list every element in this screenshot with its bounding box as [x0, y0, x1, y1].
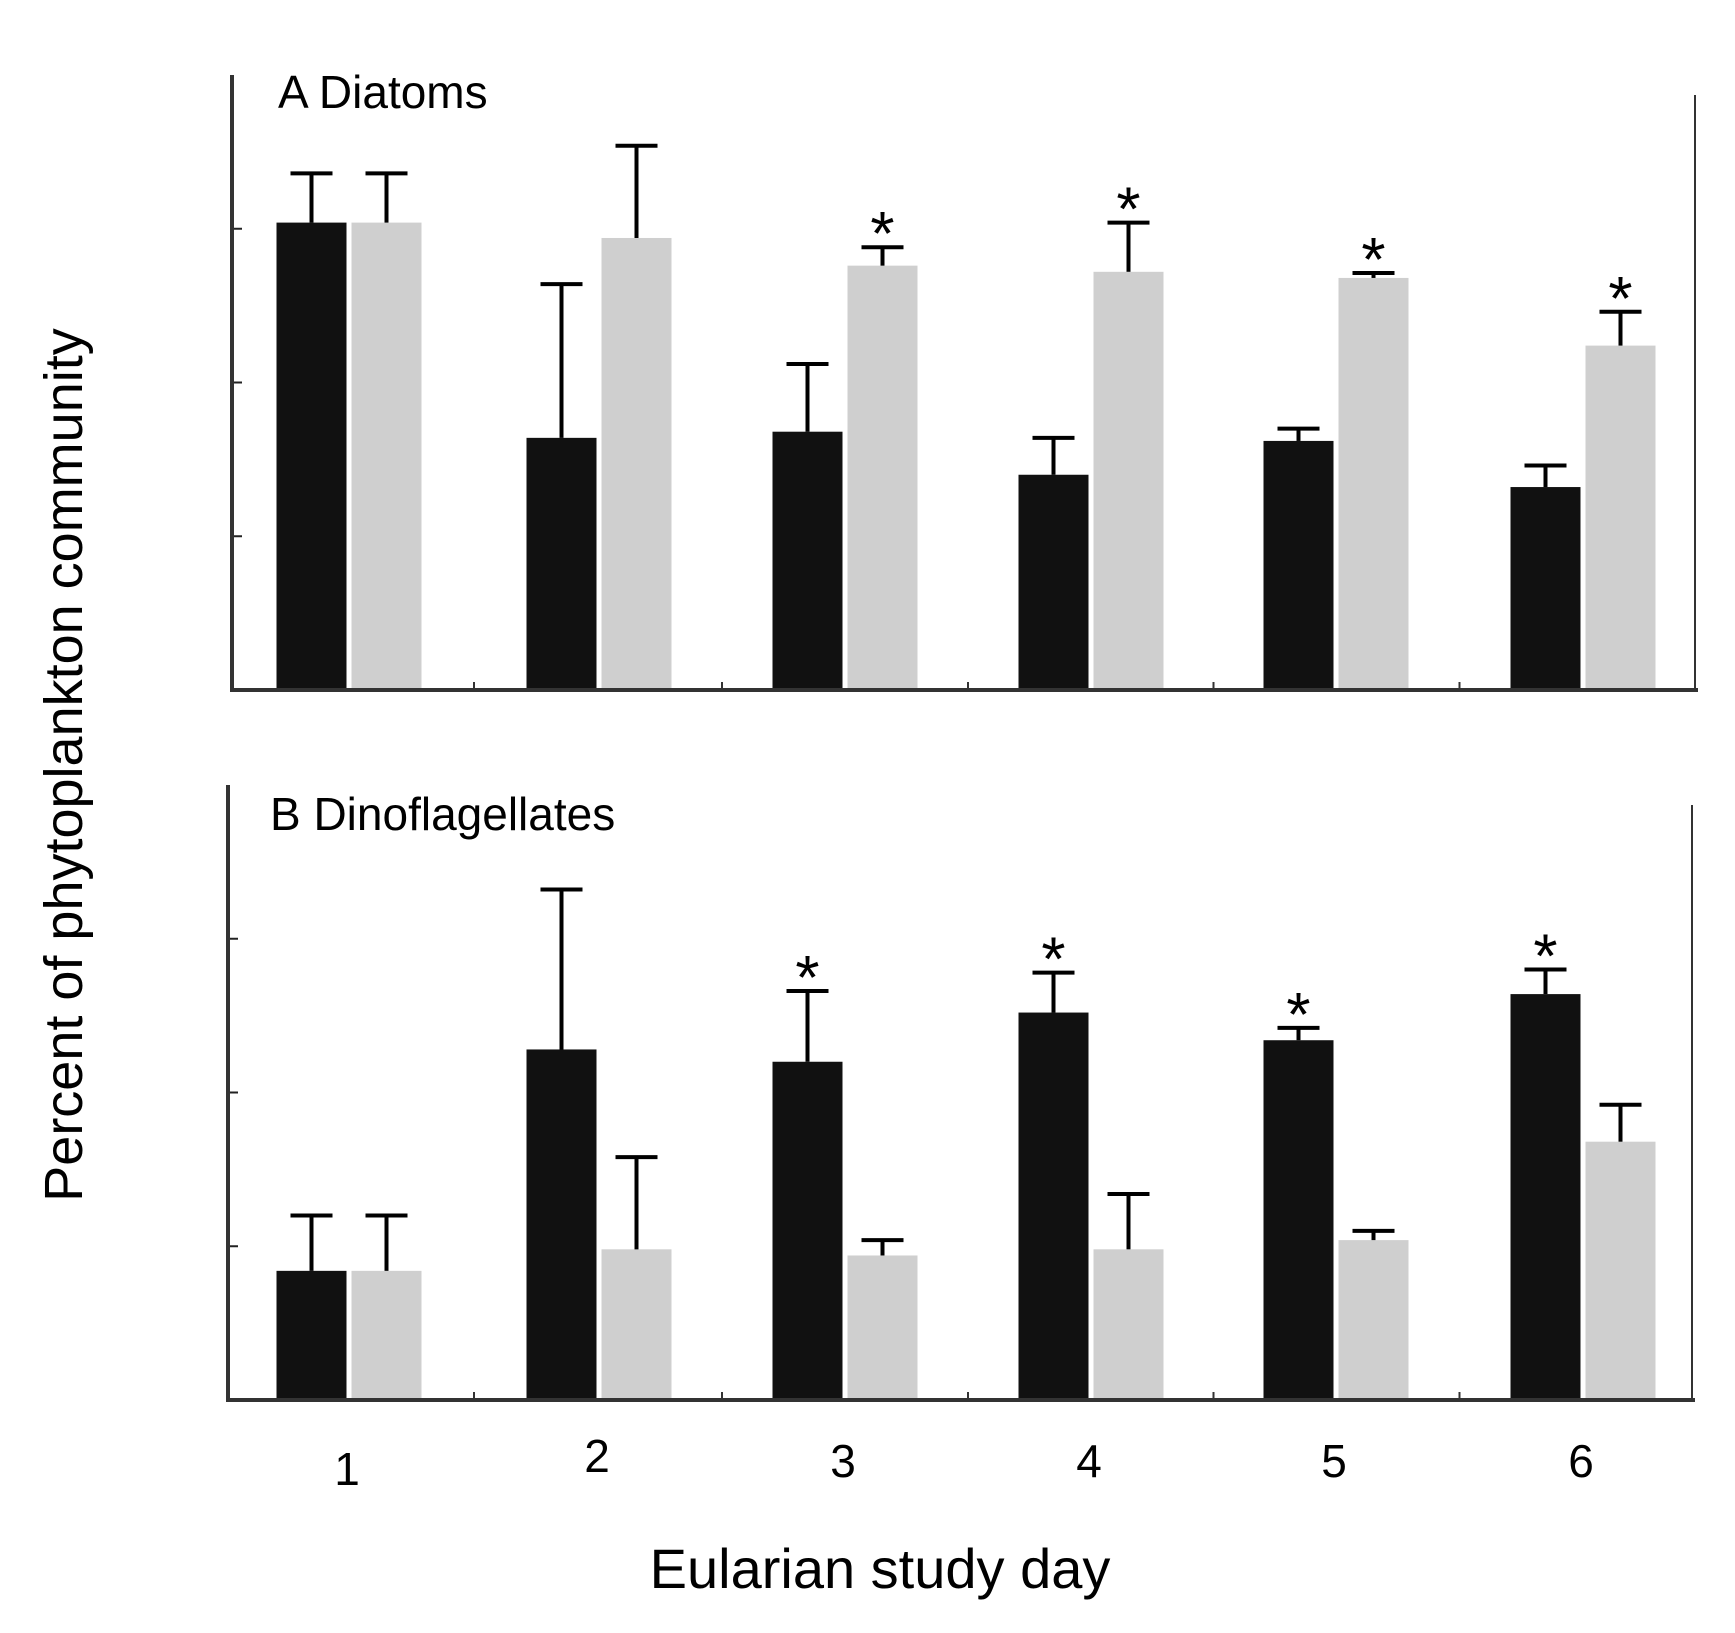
bar-light	[601, 1249, 672, 1400]
bar-dark	[1018, 474, 1089, 690]
bar-light	[1338, 1240, 1409, 1400]
bar-light	[847, 1255, 918, 1400]
bar-dark	[1510, 487, 1581, 690]
bar-dark	[526, 1049, 597, 1400]
bar-dark	[526, 437, 597, 690]
panel-title: A Diatoms	[278, 66, 488, 118]
bar-light	[1585, 1141, 1656, 1400]
significance-marker: *	[1286, 981, 1310, 1050]
bar-light	[351, 222, 422, 690]
bar-dark	[276, 1270, 347, 1400]
significance-marker: *	[1116, 176, 1140, 245]
significance-marker: *	[795, 944, 819, 1013]
significance-marker: *	[1361, 226, 1385, 295]
bar-dark	[276, 222, 347, 690]
bar-dark	[1263, 1040, 1334, 1400]
bar-dark	[1263, 440, 1334, 690]
bar-dark	[772, 1061, 843, 1400]
bar-light	[1093, 1249, 1164, 1400]
significance-marker: *	[1533, 923, 1557, 992]
panel-b: B Dinoflagellates * * * *	[226, 785, 1695, 1402]
x-tick-label: 2	[584, 1430, 610, 1482]
significance-marker: *	[870, 200, 894, 269]
x-tick-label: 5	[1321, 1435, 1347, 1487]
bar-dark	[772, 431, 843, 690]
x-axis-label: Eularian study day	[650, 1537, 1111, 1600]
panel-title: B Dinoflagellates	[270, 788, 615, 840]
bar-light	[1585, 345, 1656, 690]
bar-light	[1093, 271, 1164, 690]
x-tick-label: 6	[1568, 1435, 1594, 1487]
bar-dark	[1510, 994, 1581, 1400]
bar-light	[601, 237, 672, 690]
x-tick-label: 4	[1076, 1435, 1102, 1487]
bar-dark	[1018, 1012, 1089, 1400]
bar-light	[1338, 277, 1409, 690]
bar-light	[847, 265, 918, 690]
significance-marker: *	[1041, 926, 1065, 995]
significance-marker: *	[1608, 265, 1632, 334]
panel-a: A Diatoms * * * *	[230, 66, 1698, 692]
bar-light	[351, 1270, 422, 1400]
x-tick-label: 1	[334, 1443, 360, 1495]
x-tick-label: 3	[830, 1435, 856, 1487]
x-tick-labels: 1 2 3 4 5 6	[334, 1430, 1594, 1495]
y-axis-label: Percent of phytoplankton community	[34, 328, 94, 1201]
